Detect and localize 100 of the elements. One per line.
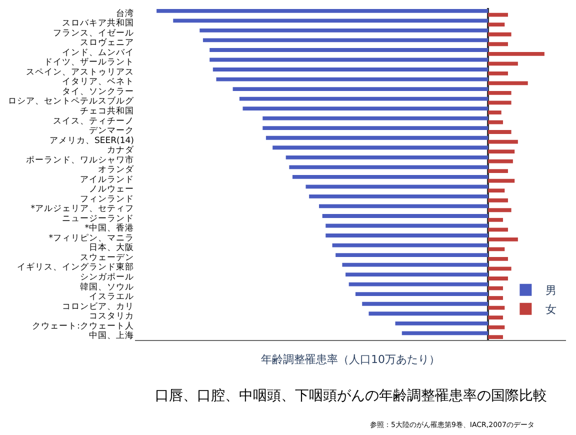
bar [488, 335, 504, 340]
bar [346, 272, 488, 277]
bar [402, 331, 488, 336]
legend-label: 女 [546, 303, 557, 316]
bar [488, 71, 508, 76]
y-tick-label: スペイン、アストゥリアス [26, 67, 134, 78]
bar [488, 316, 504, 320]
y-tick-label: オランダ [98, 164, 135, 176]
bar [488, 130, 512, 134]
y-tick-label: クウェート:クウェート人 [32, 320, 134, 332]
bar [232, 87, 488, 91]
bar [488, 159, 513, 164]
y-tick-label: スロバキア共和国 [62, 18, 134, 29]
bar [488, 12, 508, 17]
bar [326, 224, 488, 228]
bar [272, 146, 488, 150]
bar [488, 150, 515, 154]
bar [216, 77, 488, 82]
bar [488, 22, 505, 27]
y-tick-label: 台湾 [116, 8, 134, 19]
bar [326, 234, 488, 238]
bar [488, 237, 518, 242]
bar [488, 266, 512, 271]
y-tick-label: スイス、ティチーノ [53, 116, 134, 126]
bar [488, 296, 504, 300]
bar [286, 155, 488, 160]
bar [156, 8, 488, 13]
bar [488, 81, 528, 86]
y-tick-label: スウェーデン [80, 252, 134, 263]
y-tick-label: アイルランド [80, 174, 134, 185]
y-tick-label: 韓国、ソウル [80, 281, 134, 292]
bar [239, 96, 488, 101]
bar [488, 325, 505, 330]
y-tick-label: ロシア、セントペテルスブルグ [8, 96, 135, 107]
bar [488, 198, 508, 202]
y-tick-label: ニュージーランド [62, 214, 134, 224]
bar [242, 106, 488, 111]
bar [488, 228, 508, 232]
bar [488, 208, 512, 212]
y-tick-label: 日本、大阪 [89, 242, 134, 254]
bar [355, 292, 488, 296]
bar [173, 18, 488, 23]
bar [488, 140, 518, 144]
y-tick-label: *フィリピン、マニラ [48, 232, 134, 244]
y-tick-label: チェコ共和国 [80, 106, 134, 117]
text: 口唇、口腔、中咽頭、下咽頭がんの年齢調整罹患率の国際比較 [155, 388, 547, 404]
bar [309, 194, 488, 198]
bar [488, 110, 502, 114]
y-tick-label: 中国、上海 [89, 330, 134, 342]
bar [210, 58, 488, 62]
bar [488, 32, 512, 36]
bar [488, 276, 508, 280]
bar [200, 28, 488, 32]
bar [488, 120, 504, 124]
bar [488, 52, 544, 56]
bar [262, 116, 488, 120]
y-tick-label: タイ、ソンクラー [62, 86, 134, 97]
bar [488, 100, 512, 105]
y-tick-label: インド、ムンバイ [62, 48, 134, 58]
y-tick-label: フランス、イゼール [53, 28, 134, 38]
y-tick-label: コロンビア、カリ [62, 300, 134, 312]
bar [488, 42, 508, 46]
bar [362, 302, 488, 306]
y-tick-label: イスラエル [89, 292, 134, 302]
bar [348, 282, 488, 286]
bar [488, 62, 518, 66]
bar [488, 286, 504, 290]
bar [395, 321, 488, 326]
bar [266, 136, 488, 140]
bar [342, 262, 488, 267]
y-tick-label: ポーランド、ワルシャワ市 [26, 154, 134, 166]
bar [488, 218, 504, 222]
bar [488, 188, 505, 193]
y-tick-label: *中国、香港 [84, 222, 134, 234]
y-tick-label: フィンランド [80, 194, 134, 204]
bar [210, 48, 488, 52]
y-tick-label: デンマーク [89, 126, 134, 136]
y-tick-label: スロヴェニア [80, 37, 134, 48]
legend-label: 男 [546, 284, 557, 298]
bar [488, 257, 508, 261]
y-tick-label: ノルウェー [89, 184, 134, 195]
y-tick-label: アメリカ、SEER(14) [50, 136, 134, 146]
y-tick-label: カナダ [107, 144, 135, 156]
y-tick-label: ドイツ、ザールラント [44, 56, 134, 68]
bar [488, 169, 508, 174]
y-tick-label: イギリス、イングランド東部 [17, 262, 134, 273]
bar [488, 91, 512, 95]
bar [292, 174, 488, 179]
bar [336, 253, 488, 257]
y-tick-label: コスタリカ [89, 312, 134, 322]
bar [262, 126, 488, 130]
y-tick-label: イタリア、ベネト [62, 77, 134, 88]
bar [488, 247, 505, 252]
bar [289, 165, 488, 170]
bar [306, 184, 488, 189]
bar [322, 214, 488, 218]
bar [488, 178, 515, 183]
bar [212, 68, 488, 72]
bar [368, 312, 488, 316]
y-tick-label: *アルジェリア、セティフ [30, 204, 134, 214]
